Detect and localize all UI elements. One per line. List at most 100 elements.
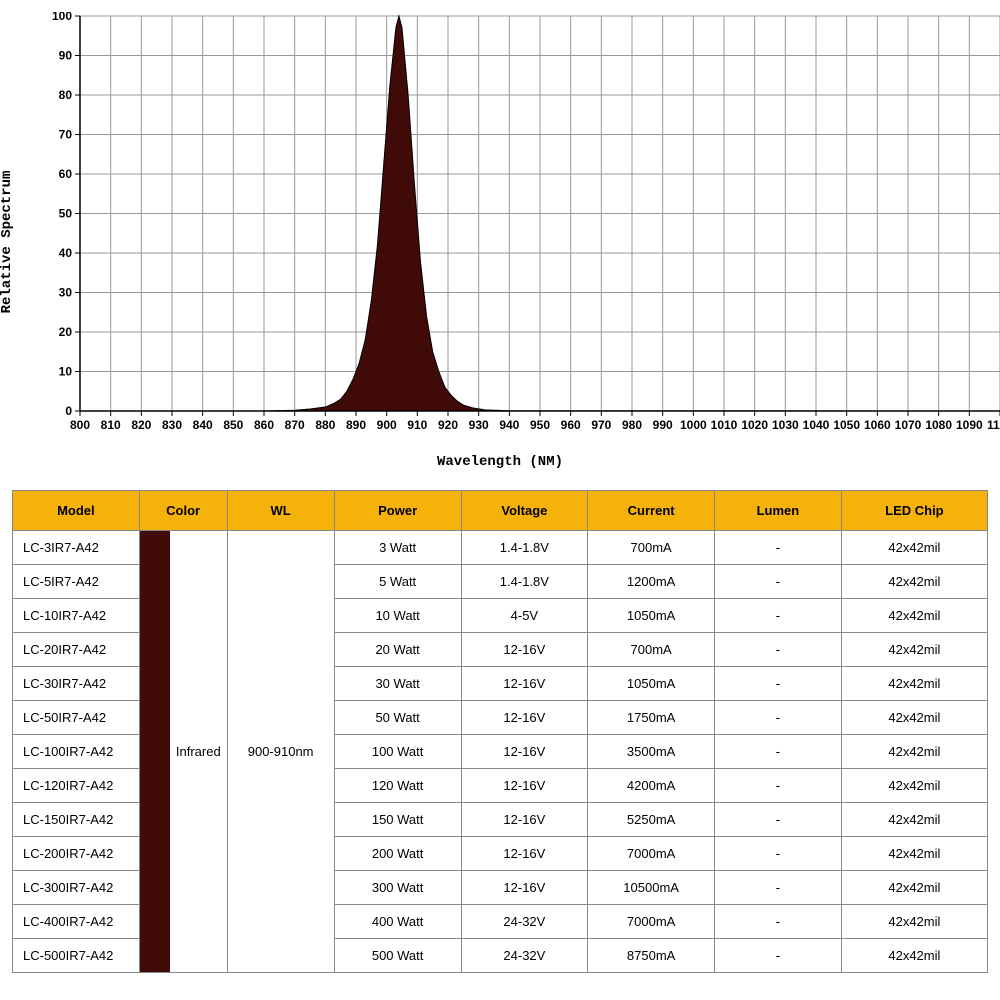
x-tick-label: 1060 <box>864 418 891 432</box>
x-tick-label: 1070 <box>895 418 922 432</box>
x-tick-label: 930 <box>469 418 489 432</box>
cell-model: LC-400IR7-A42 <box>13 905 140 939</box>
cell-power: 200 Watt <box>334 837 461 871</box>
specifications-table: ModelColorWLPowerVoltageCurrentLumenLED … <box>12 490 988 973</box>
table-header-row: ModelColorWLPowerVoltageCurrentLumenLED … <box>13 491 988 531</box>
cell-lumen: - <box>715 701 842 735</box>
cell-lumen: - <box>715 633 842 667</box>
cell-power: 100 Watt <box>334 735 461 769</box>
cell-chip: 42x42mil <box>841 905 987 939</box>
cell-model: LC-5IR7-A42 <box>13 565 140 599</box>
cell-voltage: 12-16V <box>461 769 588 803</box>
x-tick-label: 890 <box>346 418 366 432</box>
x-tick-label: 840 <box>193 418 213 432</box>
cell-chip: 42x42mil <box>841 837 987 871</box>
x-tick-label: 860 <box>254 418 274 432</box>
x-tick-label: 990 <box>653 418 673 432</box>
cell-voltage: 1.4-1.8V <box>461 531 588 565</box>
cell-chip: 42x42mil <box>841 667 987 701</box>
cell-power: 150 Watt <box>334 803 461 837</box>
cell-voltage: 12-16V <box>461 735 588 769</box>
y-tick-label: 10 <box>59 365 73 379</box>
cell-chip: 42x42mil <box>841 735 987 769</box>
cell-power: 120 Watt <box>334 769 461 803</box>
cell-lumen: - <box>715 769 842 803</box>
cell-power: 400 Watt <box>334 905 461 939</box>
x-tick-label: 920 <box>438 418 458 432</box>
cell-current: 5250mA <box>588 803 715 837</box>
cell-current: 7000mA <box>588 837 715 871</box>
chart-y-axis-label: Relative Spectrum <box>0 171 15 314</box>
cell-model: LC-100IR7-A42 <box>13 735 140 769</box>
x-tick-label: 880 <box>315 418 335 432</box>
cell-model: LC-20IR7-A42 <box>13 633 140 667</box>
cell-lumen: - <box>715 599 842 633</box>
y-tick-label: 90 <box>59 49 73 63</box>
cell-model: LC-300IR7-A42 <box>13 871 140 905</box>
x-tick-label: 820 <box>131 418 151 432</box>
table-header-cell: Current <box>588 491 715 531</box>
table-header-cell: Lumen <box>715 491 842 531</box>
cell-power: 30 Watt <box>334 667 461 701</box>
cell-voltage: 12-16V <box>461 803 588 837</box>
cell-lumen: - <box>715 667 842 701</box>
cell-current: 8750mA <box>588 939 715 973</box>
y-tick-label: 70 <box>59 128 73 142</box>
cell-lumen: - <box>715 735 842 769</box>
cell-power: 50 Watt <box>334 701 461 735</box>
cell-voltage: 24-32V <box>461 905 588 939</box>
x-tick-label: 1090 <box>956 418 983 432</box>
x-tick-label: 1100 <box>987 418 1000 432</box>
cell-model: LC-3IR7-A42 <box>13 531 140 565</box>
y-tick-label: 80 <box>59 88 73 102</box>
cell-voltage: 12-16V <box>461 633 588 667</box>
cell-power: 10 Watt <box>334 599 461 633</box>
cell-chip: 42x42mil <box>841 701 987 735</box>
cell-model: LC-10IR7-A42 <box>13 599 140 633</box>
color-label-text: Infrared <box>170 531 226 972</box>
cell-model: LC-500IR7-A42 <box>13 939 140 973</box>
x-tick-label: 970 <box>591 418 611 432</box>
color-swatch-fill <box>140 531 170 972</box>
spectrum-chart: Relative Spectrum 8008108208308408508608… <box>12 12 988 472</box>
cell-voltage: 12-16V <box>461 701 588 735</box>
y-tick-label: 20 <box>59 325 73 339</box>
cell-model: LC-30IR7-A42 <box>13 667 140 701</box>
cell-current: 3500mA <box>588 735 715 769</box>
cell-power: 300 Watt <box>334 871 461 905</box>
cell-lumen: - <box>715 837 842 871</box>
x-tick-label: 810 <box>101 418 121 432</box>
cell-chip: 42x42mil <box>841 633 987 667</box>
cell-voltage: 12-16V <box>461 837 588 871</box>
x-tick-label: 910 <box>407 418 427 432</box>
cell-power: 5 Watt <box>334 565 461 599</box>
x-tick-label: 830 <box>162 418 182 432</box>
x-tick-label: 960 <box>561 418 581 432</box>
cell-power: 20 Watt <box>334 633 461 667</box>
cell-chip: 42x42mil <box>841 803 987 837</box>
table-header-cell: Model <box>13 491 140 531</box>
y-tick-label: 40 <box>59 246 73 260</box>
table-header-cell: Color <box>139 491 227 531</box>
cell-lumen: - <box>715 565 842 599</box>
x-tick-label: 1030 <box>772 418 799 432</box>
cell-voltage: 24-32V <box>461 939 588 973</box>
y-tick-label: 30 <box>59 286 73 300</box>
table-row: LC-3IR7-A42Infrared900-910nm3 Watt1.4-1.… <box>13 531 988 565</box>
cell-power: 500 Watt <box>334 939 461 973</box>
table-header-cell: WL <box>227 491 334 531</box>
x-tick-label: 1050 <box>833 418 860 432</box>
cell-current: 4200mA <box>588 769 715 803</box>
cell-voltage: 4-5V <box>461 599 588 633</box>
cell-current: 700mA <box>588 531 715 565</box>
cell-current: 10500mA <box>588 871 715 905</box>
y-tick-label: 100 <box>52 12 72 23</box>
cell-model: LC-50IR7-A42 <box>13 701 140 735</box>
cell-chip: 42x42mil <box>841 599 987 633</box>
x-tick-label: 1010 <box>711 418 738 432</box>
cell-current: 1050mA <box>588 599 715 633</box>
cell-current: 1200mA <box>588 565 715 599</box>
cell-chip: 42x42mil <box>841 939 987 973</box>
cell-voltage: 1.4-1.8V <box>461 565 588 599</box>
x-tick-label: 950 <box>530 418 550 432</box>
